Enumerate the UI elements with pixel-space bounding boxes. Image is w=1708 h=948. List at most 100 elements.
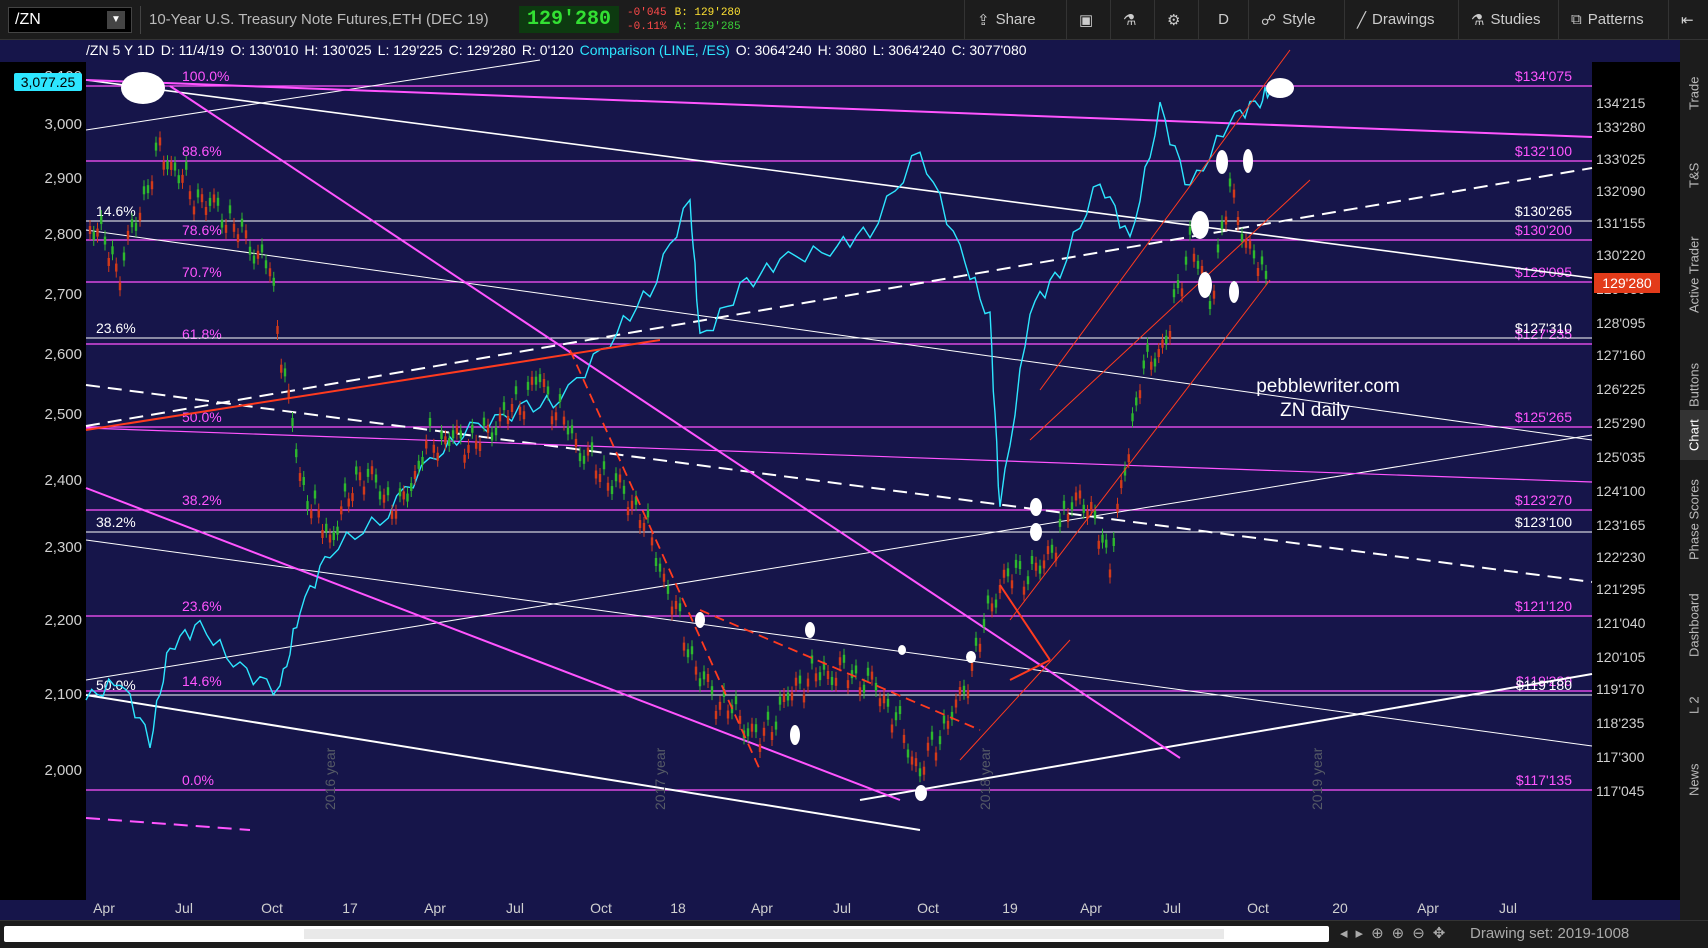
candle-body xyxy=(834,677,838,686)
candle-body xyxy=(362,486,366,495)
left-axis-tick: 2,700 xyxy=(44,286,82,303)
price-chart[interactable]: 100.0% $134'075 88.6% $132'100 78.6% $130'200… xyxy=(0,40,1680,920)
drawing-set-label[interactable]: Drawing set: 2019-1008 xyxy=(1470,925,1630,942)
candle-body xyxy=(358,472,362,481)
crosshair-icon[interactable]: ⊕ xyxy=(1371,925,1392,942)
pan-icon[interactable]: ✥ xyxy=(1432,925,1454,942)
trend-line xyxy=(85,59,541,131)
horizontal-scrollbar[interactable] xyxy=(4,926,1329,942)
candle-body xyxy=(938,736,942,745)
candle-body xyxy=(730,705,734,714)
candle-body xyxy=(1062,500,1066,509)
right-axis-tick: 124'100 xyxy=(1596,483,1646,499)
fib-pct-label: 0.0% xyxy=(182,772,214,788)
symbol-selector[interactable]: /ZN ▼ xyxy=(8,6,132,33)
candle-body xyxy=(1050,544,1054,553)
tab-chart[interactable]: Chart xyxy=(1680,410,1708,460)
tab-news[interactable]: News xyxy=(1686,763,1702,797)
right-axis-tick: 121'040 xyxy=(1596,615,1646,631)
right-axis-tick: 117'045 xyxy=(1596,783,1645,799)
tab-trade[interactable]: Trade xyxy=(1686,76,1702,110)
candle-body xyxy=(1244,239,1248,248)
red-channel-lines xyxy=(85,49,1311,771)
candle-body xyxy=(370,466,374,475)
candle-body xyxy=(1082,504,1085,513)
candle-body xyxy=(402,491,405,500)
candle-body xyxy=(150,181,154,190)
candle-body xyxy=(922,766,926,775)
annotation-title: ZN daily xyxy=(1280,400,1350,421)
candle-body xyxy=(482,417,486,426)
candle-body xyxy=(638,520,642,529)
channel-line xyxy=(999,584,1051,661)
x-axis-tick: Oct xyxy=(1247,900,1269,916)
trend-lines xyxy=(85,59,1593,831)
candle-body xyxy=(185,161,188,170)
info-cmp-high: H: 3080 xyxy=(817,42,867,58)
scroll-right-icon[interactable]: ▸ xyxy=(1355,925,1372,942)
studies-button[interactable]: ⚗ Studies xyxy=(1458,0,1558,40)
expand-button[interactable]: ⇤ xyxy=(1668,0,1708,40)
right-axis-tick: 125'290 xyxy=(1596,415,1646,431)
right-axis-tick: 118'235 xyxy=(1596,715,1645,731)
candle-body xyxy=(678,603,682,612)
candle-body xyxy=(1026,576,1030,585)
candle-body xyxy=(1022,586,1026,595)
patterns-button[interactable]: ⧉ Patterns xyxy=(1558,0,1668,40)
candle-body xyxy=(946,720,950,729)
channel-line xyxy=(1009,659,1051,681)
candle-body xyxy=(502,402,506,411)
share-button[interactable]: ⇪ Share xyxy=(964,0,1066,40)
candle-body xyxy=(413,470,417,479)
tab-l-2[interactable]: L 2 xyxy=(1686,696,1702,714)
drawings-button[interactable]: ╱ Drawings xyxy=(1344,0,1458,40)
tab-dashboard[interactable]: Dashboard xyxy=(1686,593,1702,657)
candle-body xyxy=(200,194,204,203)
candle-body xyxy=(842,654,846,663)
chevron-down-icon[interactable]: ▼ xyxy=(107,10,125,29)
screenshot-button[interactable]: ▣ xyxy=(1066,0,1110,40)
trend-line xyxy=(85,79,1593,138)
right-price-scale[interactable] xyxy=(1592,62,1680,900)
ellipse-marker xyxy=(1198,272,1212,298)
candle-body xyxy=(874,682,878,691)
scroll-left-icon[interactable]: ◂ xyxy=(1340,925,1356,942)
tab-buttons[interactable]: Buttons xyxy=(1686,362,1702,408)
candle-body xyxy=(451,430,455,439)
screenshot-icon: ▣ xyxy=(1079,11,1094,29)
candle-body xyxy=(734,696,738,705)
axis-labels: 134'215 133'280 133'025 132'090 131'155 130'2… xyxy=(14,68,1660,916)
style-button[interactable]: ☍ Style xyxy=(1248,0,1344,40)
right-current-price-box xyxy=(1594,273,1660,293)
candle-body xyxy=(642,522,646,531)
tab-active-trader[interactable]: Active Trader xyxy=(1686,236,1702,314)
candle-body xyxy=(1176,280,1180,289)
gear-icon: ⚙ xyxy=(1167,11,1181,29)
scrollbar-thumb[interactable] xyxy=(304,929,1224,939)
left-price-scale[interactable] xyxy=(0,62,86,900)
fib-pct-label: 23.6% xyxy=(182,598,222,614)
ellipse-marker xyxy=(898,645,906,655)
period-button[interactable]: D xyxy=(1198,0,1248,40)
zoom-out-icon[interactable]: ⊖ xyxy=(1412,925,1433,942)
candle-body xyxy=(310,510,313,519)
candle-body xyxy=(283,368,287,377)
candle-body xyxy=(822,661,826,670)
tab-t-s[interactable]: T&S xyxy=(1686,162,1702,188)
bottom-bar: ◂▸⊕⊕⊖✥ Drawing set: 2019-1008 xyxy=(0,920,1708,948)
channel-line xyxy=(1039,49,1291,391)
candle-body xyxy=(1070,502,1074,511)
candle-body xyxy=(1127,454,1130,463)
settings-button[interactable]: ⚙ xyxy=(1154,0,1198,40)
chart-canvas[interactable] xyxy=(0,40,1680,920)
tab-phase-scores[interactable]: Phase Scores xyxy=(1686,479,1702,561)
zoom-in-icon[interactable]: ⊕ xyxy=(1391,925,1413,942)
flask-button[interactable]: ⚗ xyxy=(1110,0,1154,40)
candle-body xyxy=(630,500,634,509)
candle-body xyxy=(666,585,670,594)
candle-body xyxy=(910,756,914,765)
fib-price-label: $121'120 xyxy=(1515,598,1572,614)
candle-body xyxy=(622,485,626,494)
candle-body xyxy=(494,427,498,436)
candle-body xyxy=(1123,467,1127,476)
